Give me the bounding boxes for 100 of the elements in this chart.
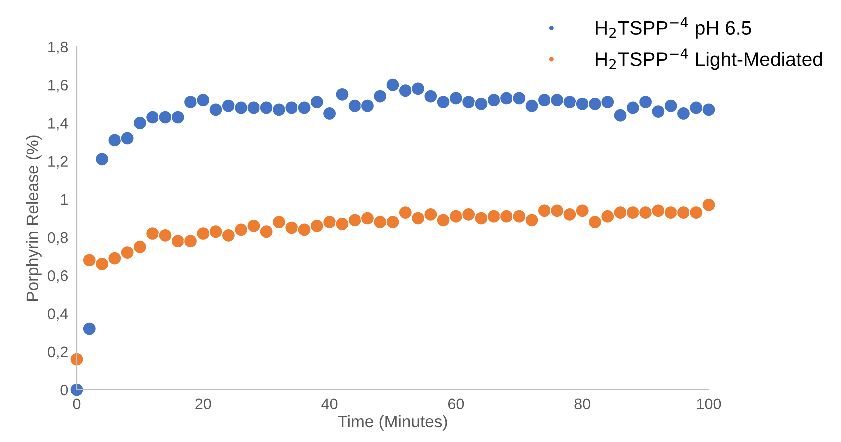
y-tick-label: 0,6 — [48, 270, 68, 284]
point — [146, 226, 160, 241]
point — [82, 322, 97, 336]
point — [284, 100, 299, 115]
point — [171, 234, 186, 248]
point — [626, 100, 640, 115]
point — [487, 210, 502, 224]
point — [133, 116, 148, 130]
point — [500, 91, 514, 106]
point — [638, 95, 653, 110]
point — [538, 204, 552, 218]
point — [70, 382, 84, 398]
point — [272, 102, 286, 117]
x-axis-title: Time (Minutes) — [338, 415, 448, 431]
point — [576, 97, 590, 112]
point — [246, 219, 261, 234]
point — [449, 210, 464, 224]
point — [462, 95, 476, 110]
point — [196, 93, 210, 108]
point — [373, 90, 388, 104]
point — [158, 110, 172, 125]
point — [246, 100, 261, 115]
point — [449, 91, 464, 106]
point — [614, 206, 628, 220]
point — [284, 221, 299, 236]
x-tick-label: 80 — [574, 398, 590, 410]
x-tick-label: 0 — [73, 398, 81, 410]
point — [272, 215, 286, 230]
point — [348, 99, 362, 114]
y-tick-label: 0,4 — [48, 308, 68, 322]
point — [689, 206, 704, 220]
point — [525, 213, 540, 228]
point — [360, 211, 375, 226]
point — [588, 97, 602, 112]
y-axis-title: Porphyrin Release (%) — [26, 136, 42, 301]
point — [676, 106, 691, 121]
point — [260, 100, 274, 115]
point — [538, 93, 552, 108]
point — [576, 204, 590, 218]
point — [310, 95, 324, 110]
point — [95, 152, 110, 166]
point — [588, 215, 602, 230]
point — [562, 208, 577, 222]
point — [322, 106, 337, 121]
point — [386, 78, 400, 92]
point — [184, 234, 198, 248]
point — [196, 226, 210, 241]
point — [525, 99, 540, 114]
point — [651, 204, 666, 218]
point — [222, 228, 236, 243]
point — [95, 257, 110, 272]
point — [474, 97, 488, 112]
point — [398, 206, 413, 220]
point — [222, 99, 236, 114]
point — [310, 219, 324, 234]
point — [234, 222, 248, 237]
point — [360, 99, 375, 114]
legend-label: H$_{2}$TSPP$^{−4}$ pH 6.5 — [596, 18, 752, 39]
point — [512, 210, 526, 224]
point — [108, 252, 122, 266]
x-tick-label: 60 — [448, 398, 464, 410]
point — [411, 82, 426, 96]
y-tick-label: 1,4 — [48, 118, 68, 131]
point — [702, 198, 716, 212]
point — [651, 104, 666, 119]
point — [424, 90, 438, 104]
point — [487, 93, 502, 108]
point — [600, 210, 615, 224]
x-tick-label: 100 — [697, 398, 722, 410]
point — [614, 108, 628, 123]
point — [436, 213, 451, 228]
point — [436, 95, 451, 110]
point — [664, 99, 678, 114]
y-tick-label: 0 — [60, 384, 68, 396]
point — [676, 206, 691, 220]
point — [386, 215, 400, 230]
point — [322, 215, 337, 230]
point — [512, 91, 526, 106]
point — [260, 224, 274, 239]
point — [550, 204, 564, 218]
point — [298, 222, 312, 237]
point — [82, 253, 97, 268]
point — [689, 100, 704, 115]
x-tick-label: 40 — [322, 398, 338, 410]
point — [108, 133, 122, 148]
point — [234, 100, 248, 115]
y-tick-label: 1,2 — [48, 156, 68, 169]
point — [424, 208, 438, 222]
point — [562, 95, 577, 110]
point — [474, 211, 488, 226]
point — [184, 95, 198, 110]
point — [626, 206, 640, 220]
point — [158, 228, 172, 243]
point — [146, 110, 160, 125]
point — [120, 131, 135, 146]
point — [550, 93, 564, 108]
point — [638, 206, 653, 220]
point — [171, 110, 186, 125]
point — [702, 102, 716, 117]
point — [600, 95, 615, 110]
